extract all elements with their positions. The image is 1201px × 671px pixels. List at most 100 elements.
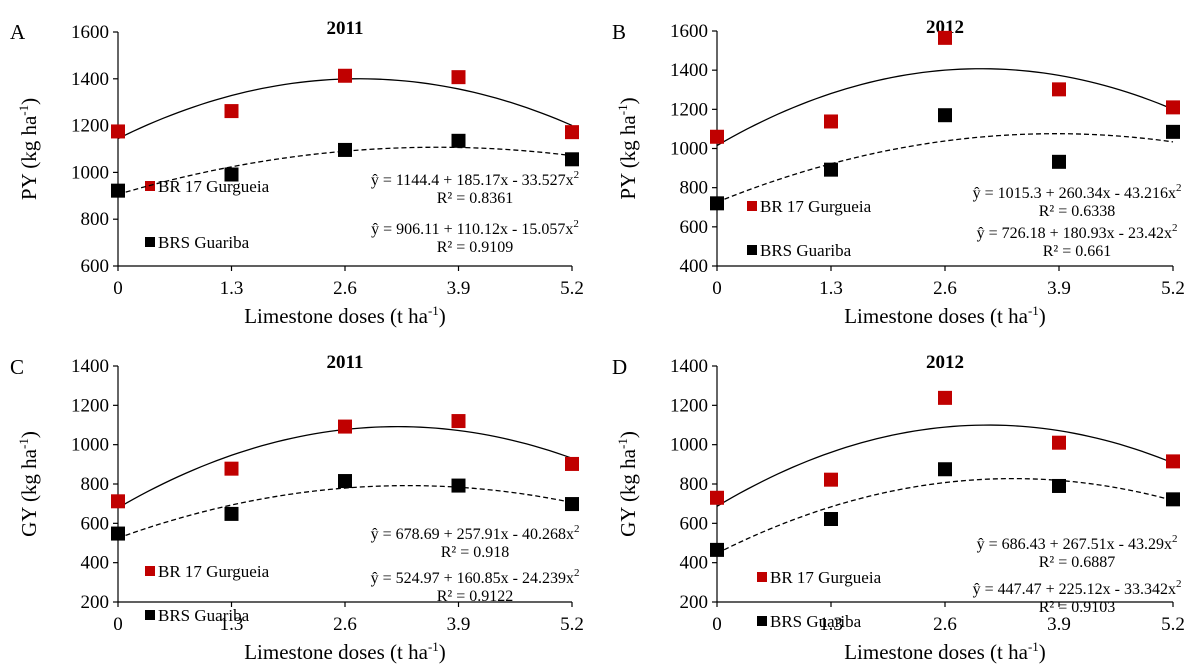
y-tick-label: 1200 (670, 99, 708, 120)
data-point-brs-guariba (710, 542, 724, 557)
y-tick-label: 800 (81, 209, 110, 230)
r-squared: R² = 0.9103 (1039, 599, 1116, 616)
x-tick-label: 0 (712, 278, 722, 299)
x-tick-label: 5.2 (560, 278, 584, 299)
legend-label: BR 17 Gurgueia (158, 562, 270, 581)
panel-c: C 2011 200 400 600 800 1000 1200 1400 0 1.3 2.6 3.9 5… (10, 352, 584, 664)
data-point-br17-gurgueia (824, 114, 838, 129)
panel-letter: B (612, 20, 626, 44)
data-point-br17-gurgueia (938, 390, 952, 405)
regression-equation: ŷ = 1015.3 + 260.34x - 43.216x2 (973, 182, 1182, 202)
chart-title: 2012 (926, 17, 964, 38)
data-point-br17-gurgueia (224, 461, 239, 476)
y-tick-label: 800 (680, 178, 709, 199)
legend-marker (747, 201, 757, 211)
x-axis-label-end: ) (1039, 304, 1046, 328)
legend-label: BR 17 Gurgueia (760, 197, 872, 216)
panel-letter: D (612, 355, 627, 379)
data-point-brs-guariba (224, 167, 239, 182)
y-tick-label: 1400 (670, 356, 708, 377)
y-tick-label: 1000 (670, 435, 708, 456)
legend-marker (757, 616, 767, 626)
r-squared: R² = 0.6338 (1039, 203, 1116, 220)
y-axis-label-sup: -1 (615, 438, 630, 449)
legend-label: BR 17 Gurgueia (770, 568, 882, 587)
y-axis-label-end: ) (17, 98, 41, 105)
x-tick-label: 0 (113, 278, 123, 299)
x-tick-label: 2.6 (333, 614, 357, 635)
x-tick-label: 1.3 (819, 278, 843, 299)
legend-label: BRS Guariba (158, 233, 250, 252)
x-axis-label-sup: -1 (1028, 639, 1039, 654)
data-point-brs-guariba (565, 152, 579, 167)
regression-equation: ŷ = 906.11 + 110.12x - 15.057x2 (371, 218, 579, 238)
regression-equation: ŷ = 678.69 + 257.91x - 40.268x2 (371, 523, 580, 543)
r-squared: R² = 0.9122 (437, 588, 514, 605)
legend-marker (757, 572, 767, 582)
equation-text: ŷ = 678.69 + 257.91x - 40.268x (371, 526, 574, 543)
data-point-brs-guariba (451, 478, 466, 493)
legend-marker (145, 610, 155, 620)
r-squared: R² = 0.9109 (437, 239, 514, 256)
x-axis-label-end: ) (439, 304, 446, 328)
y-tick-label: 1600 (71, 22, 109, 43)
y-tick-label: 600 (680, 217, 709, 238)
y-axis-label-main: PY (kg ha (616, 115, 640, 200)
data-point-br17-gurgueia (710, 490, 724, 505)
y-tick-label: 1400 (670, 60, 708, 81)
fit-curve-br17-gurgueia (117, 78, 573, 140)
r-squared: R² = 0.661 (1043, 243, 1112, 260)
y-tick-label: 200 (81, 592, 110, 613)
data-point-br17-gurgueia (824, 472, 838, 487)
data-point-br17-gurgueia (111, 494, 125, 509)
y-tick-label: 400 (680, 256, 709, 277)
regression-equation: ŷ = 1144.4 + 185.17x - 33.527x2 (371, 169, 579, 189)
y-axis-label-end: ) (17, 431, 41, 438)
y-axis-label-main: GY (kg ha (616, 448, 640, 537)
y-axis-label-sup: -1 (615, 104, 630, 115)
legend-label: BR 17 Gurgueia (158, 177, 270, 196)
panel-b: B 2012 400 600 800 1000 1200 1400 1600 0 1.3 2.6 3.9… (612, 17, 1185, 328)
x-tick-label: 0 (712, 614, 722, 635)
y-tick-label: 1400 (71, 69, 109, 90)
x-tick-label: 3.9 (447, 278, 471, 299)
y-axis-label-end: ) (616, 431, 640, 438)
x-axis-label: Limestone doses (t ha-1) (844, 639, 1046, 664)
data-point-brs-guariba (1166, 492, 1180, 507)
y-tick-label: 400 (680, 553, 709, 574)
data-point-br17-gurgueia (938, 30, 952, 45)
data-point-brs-guariba (1166, 124, 1180, 139)
y-tick-label: 400 (81, 553, 110, 574)
x-axis-label-end: ) (439, 640, 446, 664)
y-tick-label: 1000 (670, 139, 708, 160)
y-tick-label: 1200 (670, 395, 708, 416)
regression-equation: ŷ = 447.47 + 225.12x - 33.342x2 (973, 578, 1182, 598)
data-point-brs-guariba (451, 133, 466, 148)
x-axis-label-main: Limestone doses (t ha (844, 640, 1028, 664)
data-point-brs-guariba (111, 526, 125, 541)
regression-equation: ŷ = 726.18 + 180.93x - 23.42x2 (977, 222, 1178, 242)
data-point-brs-guariba (338, 474, 352, 489)
y-axis-label-sup: -1 (16, 438, 31, 449)
equation-text: ŷ = 1144.4 + 185.17x - 33.527x (371, 172, 574, 189)
chart-title: 2011 (327, 352, 364, 373)
legend-label: BRS Guariba (770, 612, 862, 631)
equation-text: ŷ = 906.11 + 110.12x - 15.057x (371, 221, 573, 238)
y-tick-label: 600 (81, 513, 110, 534)
legend-marker (145, 237, 155, 247)
data-point-brs-guariba (1052, 154, 1066, 169)
y-tick-label: 1400 (71, 356, 109, 377)
x-axis-label-end: ) (1039, 640, 1046, 664)
data-point-br17-gurgueia (111, 124, 125, 139)
data-point-br17-gurgueia (565, 125, 579, 140)
y-axis-label: PY (kg ha-1) (615, 97, 640, 199)
panel-d: D 2012 200 400 600 800 1000 1200 1400 0 1.3 2.6 3.9 5… (612, 352, 1185, 664)
fit-curve-brs-guariba (716, 477, 1174, 554)
x-tick-label: 5.2 (560, 614, 584, 635)
y-axis-label: GY (kg ha-1) (615, 431, 640, 537)
x-tick-label: 3.9 (1047, 278, 1071, 299)
y-tick-label: 800 (680, 474, 709, 495)
equation-sup: 2 (574, 567, 580, 579)
x-tick-label: 1.3 (220, 278, 244, 299)
x-axis-label-main: Limestone doses (t ha (244, 640, 428, 664)
